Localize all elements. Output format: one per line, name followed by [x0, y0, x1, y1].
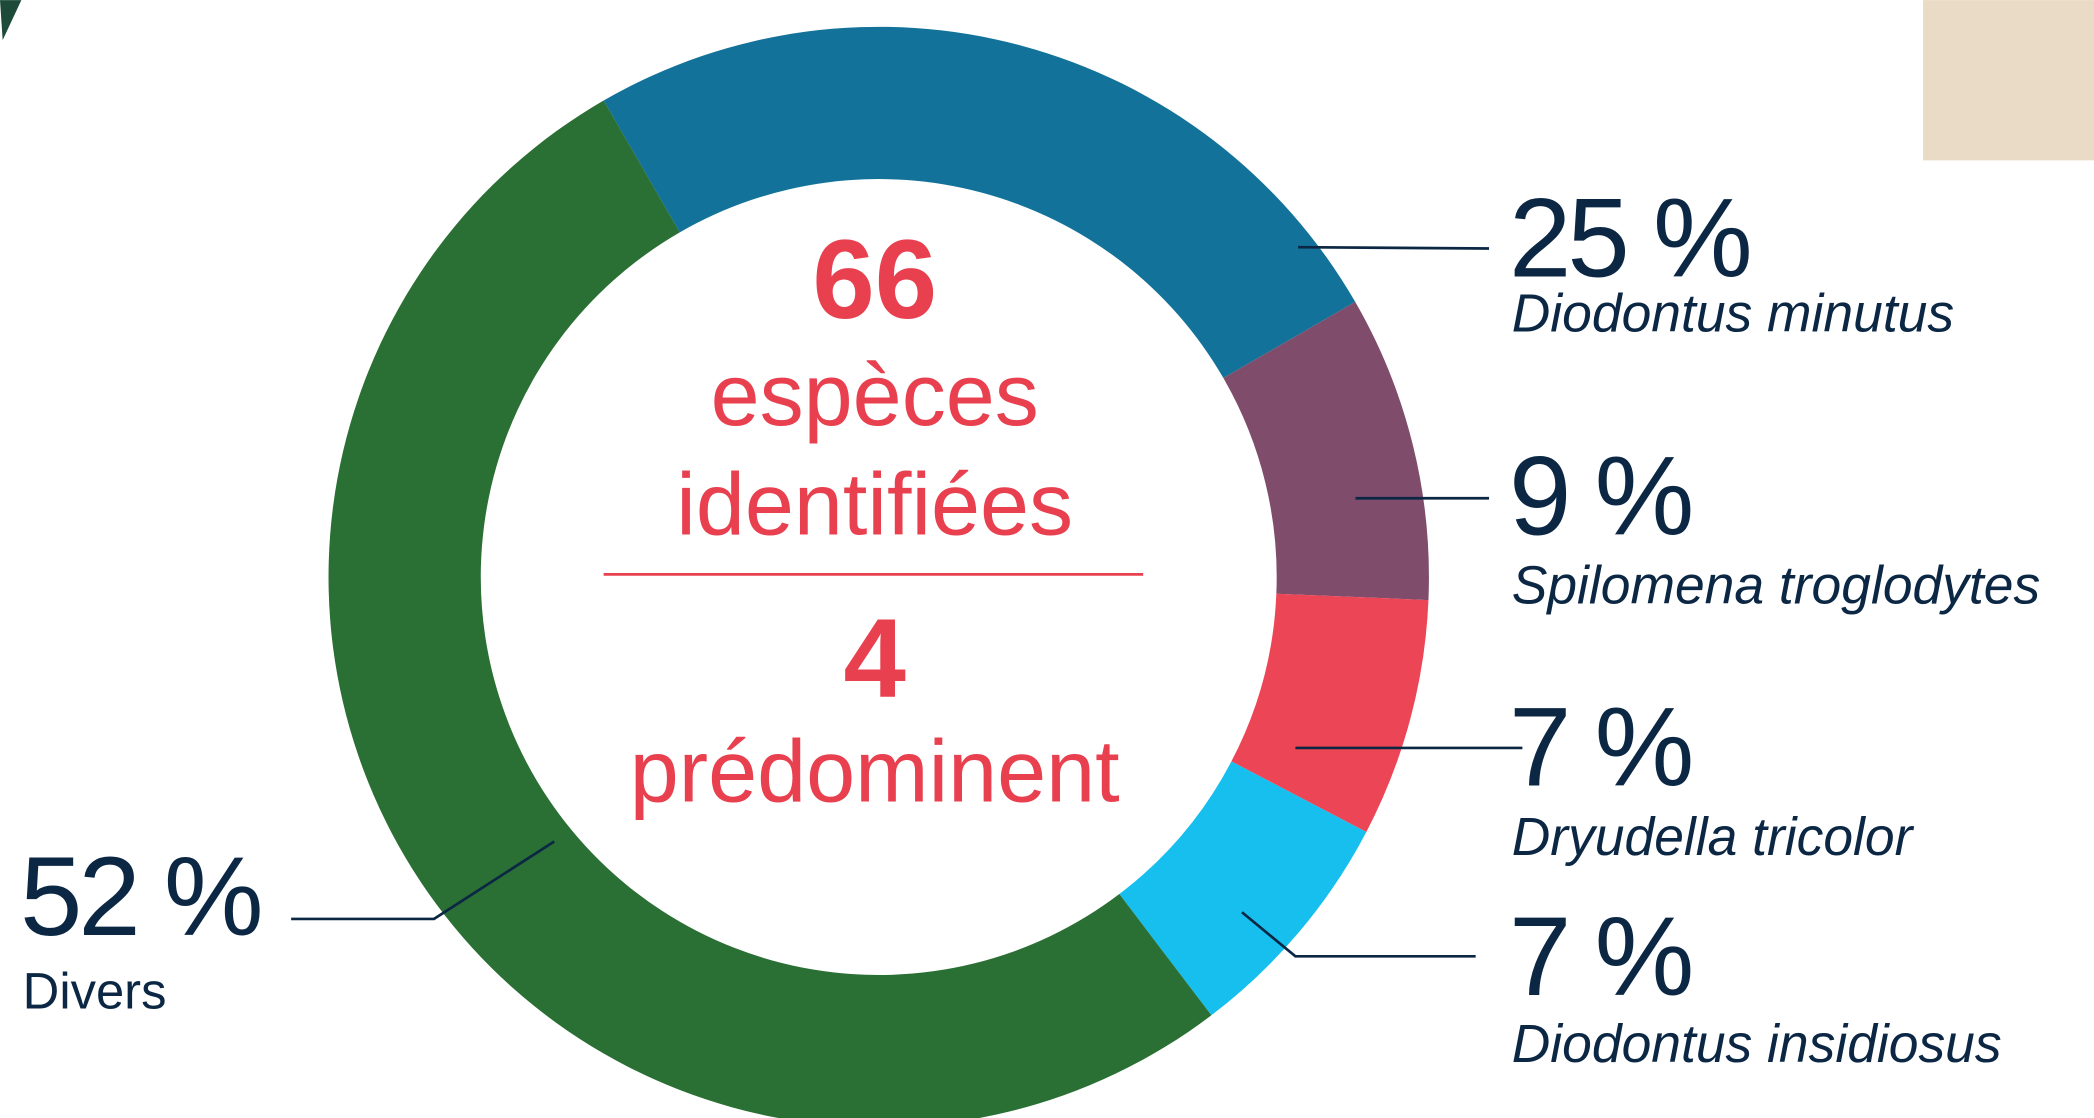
center-text: identifiées [676, 454, 1073, 553]
page: {"chart_data": {"type": "donut", "annota… [0, 0, 2094, 1118]
decor-photo [1923, 0, 2094, 160]
leader-line [1298, 247, 1489, 248]
chart: 66 espèces identifiées 4 prédominent 25 … [0, 0, 2094, 1118]
center-text: espèces [711, 345, 1039, 444]
donut-segment [329, 101, 1212, 1118]
category-label: Spilomena troglodytes [1512, 557, 2040, 616]
category-label: Dryudella tricolor [1512, 808, 1915, 867]
value-label: 7 % [1509, 893, 1691, 1019]
category-label: Divers [23, 962, 167, 1019]
category-label: Diodontus insidiosus [1512, 1015, 2002, 1074]
value-label: 9 % [1509, 432, 1691, 558]
center-number: 66 [812, 216, 937, 342]
category-label: Diodontus minutus [1512, 284, 1954, 343]
center-text: prédominent [630, 721, 1120, 820]
value-label: 52 % [20, 833, 260, 959]
donut-segment [604, 27, 1356, 378]
center-number: 4 [844, 595, 906, 721]
decor-corner [0, 0, 21, 40]
value-label: 25 % [1509, 175, 1749, 301]
value-label: 7 % [1509, 683, 1691, 809]
